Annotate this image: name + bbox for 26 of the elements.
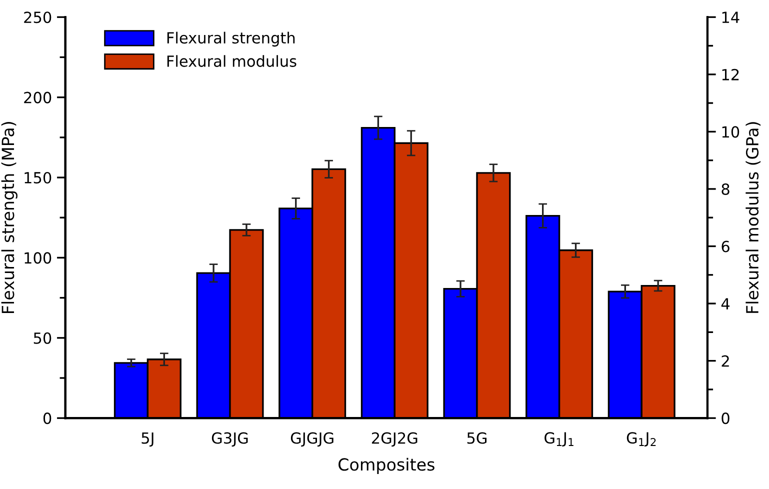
y2-tick-label: 12 xyxy=(722,68,739,80)
y-tick-label: 250 xyxy=(24,12,52,24)
y2-tick-label: 0 xyxy=(722,412,730,424)
y2-tick-label: 2 xyxy=(722,355,729,367)
y-axis-title: Flexural strength (MPa) xyxy=(1,122,18,313)
x-tick-label: 5G xyxy=(467,432,487,444)
y2-tick-label: 8 xyxy=(722,183,730,195)
y-tick-label: 200 xyxy=(24,92,52,104)
x-tick-label: G$_{1}$J$_{1}$ xyxy=(544,432,574,446)
y-tick-label: 0 xyxy=(43,412,52,424)
x-axis-title: Composites xyxy=(338,458,434,474)
y-tick-label: 150 xyxy=(24,172,52,184)
y2-axis-title: Flexural modulus (GPa) xyxy=(746,122,761,313)
y2-tick-label: 6 xyxy=(722,240,730,252)
legend-label: Flexural modulus xyxy=(167,55,296,67)
x-tick-label: 2GJ2G xyxy=(372,432,418,447)
x-tick-label: G3JG xyxy=(212,432,248,447)
y2-tick-label: 4 xyxy=(721,298,730,310)
y2-tick-label: 10 xyxy=(722,126,740,138)
x-tick-label: GJGJG xyxy=(290,432,334,447)
x-tick-label: G$_{1}$J$_{2}$ xyxy=(626,432,656,446)
y-tick-label: 100 xyxy=(24,252,52,264)
y2-tick-label: 14 xyxy=(722,12,740,23)
legend-label: Flexural strength xyxy=(167,32,295,47)
y-tick-label: 50 xyxy=(34,332,52,344)
x-tick-label: 5J xyxy=(142,432,154,447)
